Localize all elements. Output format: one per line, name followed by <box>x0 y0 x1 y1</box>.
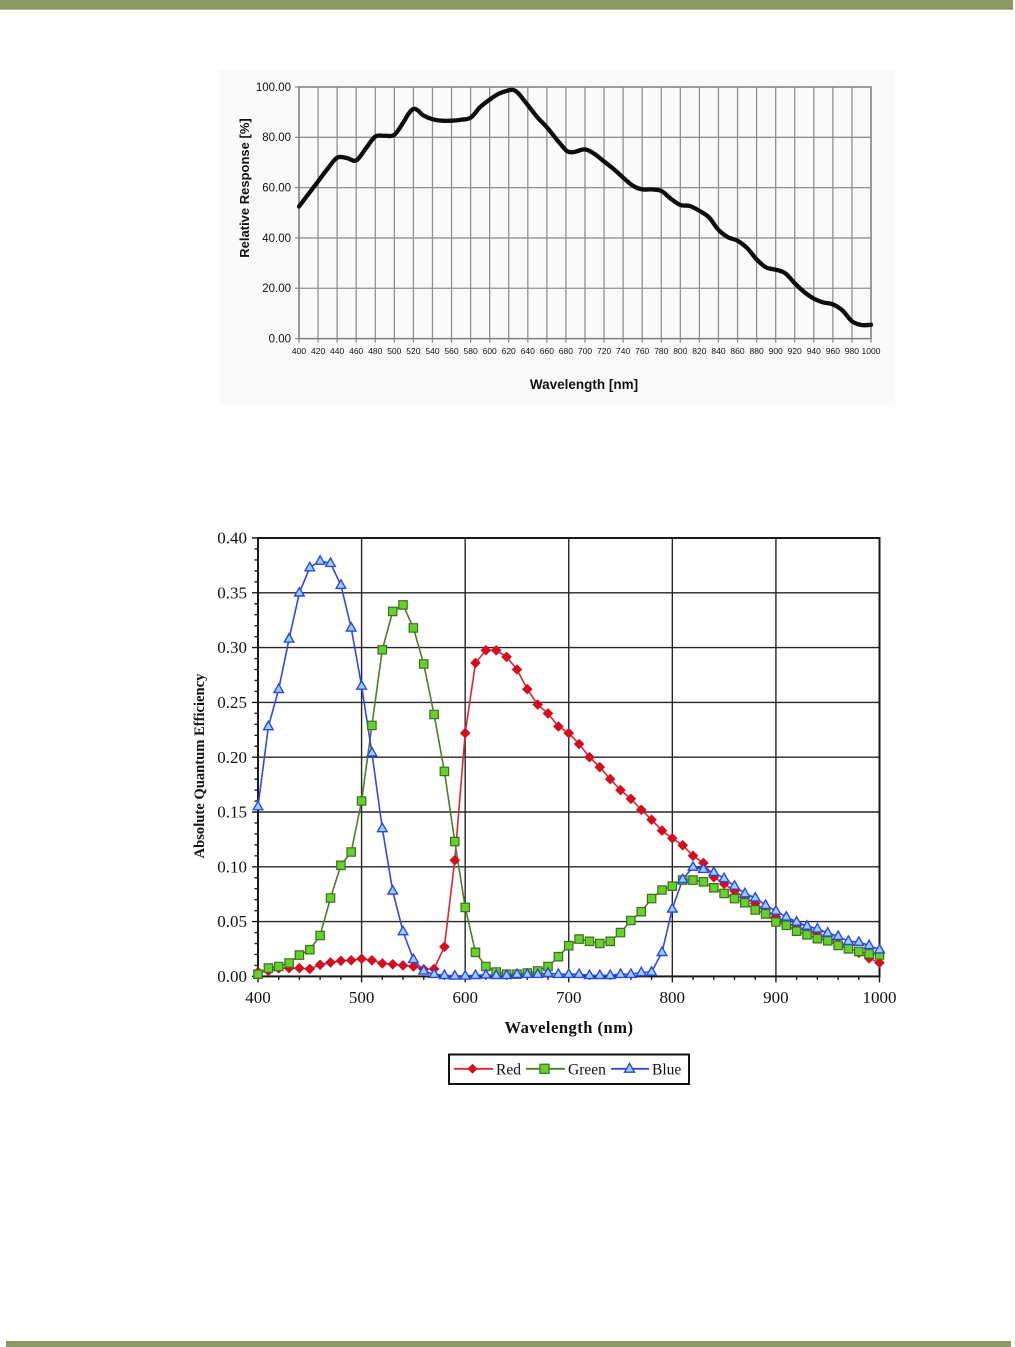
svg-text:840: 840 <box>711 346 725 356</box>
svg-text:40.00: 40.00 <box>262 233 291 245</box>
svg-text:Wavelength [nm]: Wavelength [nm] <box>530 377 638 392</box>
svg-text:720: 720 <box>597 346 611 356</box>
svg-text:760: 760 <box>635 346 649 356</box>
svg-text:20.00: 20.00 <box>262 283 291 295</box>
svg-text:1000: 1000 <box>862 346 881 356</box>
svg-text:700: 700 <box>556 988 582 1007</box>
svg-text:Absolute Quantum Efficiency: Absolute Quantum Efficiency <box>192 673 208 859</box>
svg-text:900: 900 <box>769 346 783 356</box>
svg-text:900: 900 <box>763 988 789 1007</box>
svg-text:640: 640 <box>521 346 535 356</box>
svg-text:780: 780 <box>654 346 668 356</box>
svg-text:960: 960 <box>826 346 840 356</box>
svg-text:740: 740 <box>616 346 630 356</box>
svg-text:80.00: 80.00 <box>262 132 291 144</box>
svg-text:920: 920 <box>788 346 802 356</box>
svg-text:0.15: 0.15 <box>217 803 247 822</box>
svg-text:800: 800 <box>660 988 686 1007</box>
svg-text:0.05: 0.05 <box>217 912 247 931</box>
svg-text:0.35: 0.35 <box>217 583 247 602</box>
svg-text:500: 500 <box>387 346 401 356</box>
svg-text:100.00: 100.00 <box>256 82 291 94</box>
svg-text:580: 580 <box>464 346 478 356</box>
svg-text:1000: 1000 <box>863 988 897 1007</box>
svg-text:620: 620 <box>502 346 516 356</box>
svg-text:600: 600 <box>452 988 478 1007</box>
svg-text:660: 660 <box>540 346 554 356</box>
svg-text:0.25: 0.25 <box>217 693 247 712</box>
svg-text:860: 860 <box>730 346 744 356</box>
svg-text:0.40: 0.40 <box>217 529 247 548</box>
svg-text:560: 560 <box>444 346 458 356</box>
svg-text:Relative Response [%]: Relative Response [%] <box>237 118 252 257</box>
svg-text:700: 700 <box>578 346 592 356</box>
svg-text:420: 420 <box>311 346 325 356</box>
svg-text:Wavelength (nm): Wavelength (nm) <box>505 1018 634 1037</box>
svg-text:680: 680 <box>559 346 573 356</box>
svg-text:460: 460 <box>349 346 363 356</box>
svg-text:0.20: 0.20 <box>217 748 247 767</box>
svg-text:820: 820 <box>692 346 706 356</box>
svg-text:0.10: 0.10 <box>217 857 247 876</box>
svg-text:440: 440 <box>330 346 344 356</box>
svg-text:980: 980 <box>845 346 859 356</box>
svg-text:540: 540 <box>425 346 439 356</box>
svg-text:940: 940 <box>807 346 821 356</box>
svg-text:0.00: 0.00 <box>269 333 291 345</box>
svg-text:520: 520 <box>406 346 420 356</box>
svg-text:Red: Red <box>496 1061 521 1078</box>
svg-text:500: 500 <box>349 988 375 1007</box>
svg-text:400: 400 <box>292 346 306 356</box>
svg-text:480: 480 <box>368 346 382 356</box>
svg-text:0.00: 0.00 <box>217 967 247 986</box>
svg-text:400: 400 <box>245 988 271 1007</box>
svg-text:60.00: 60.00 <box>262 182 291 194</box>
svg-text:800: 800 <box>673 346 687 356</box>
svg-text:880: 880 <box>750 346 764 356</box>
svg-text:Blue: Blue <box>652 1061 681 1078</box>
svg-text:600: 600 <box>483 346 497 356</box>
svg-text:0.30: 0.30 <box>217 638 247 657</box>
svg-text:Green: Green <box>568 1061 606 1078</box>
